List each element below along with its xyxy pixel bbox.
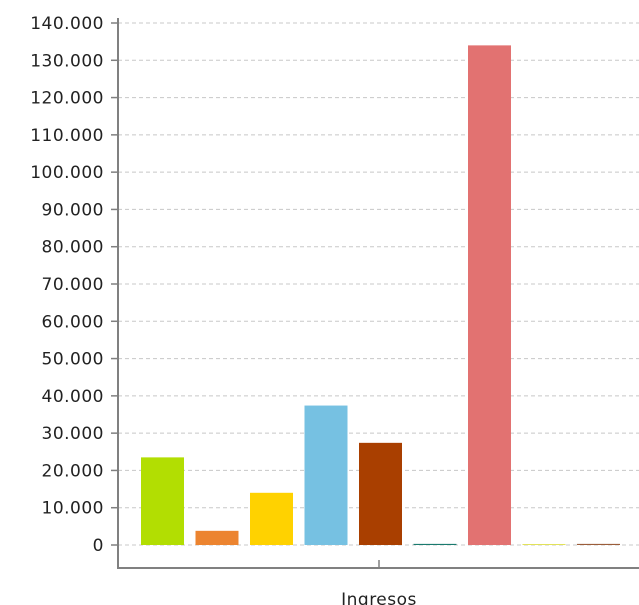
bar[interactable]	[413, 543, 457, 545]
label-layer: 0 10.000 20.000 30.000 40.000 50.000 60.000 70.…	[30, 14, 417, 605]
bar[interactable]	[141, 457, 184, 545]
y-tick-label: 10.000	[42, 499, 104, 519]
y-tick-label: 50.000	[42, 350, 104, 370]
bar[interactable]	[577, 543, 620, 545]
y-tick-label: 0	[93, 536, 104, 556]
y-tick-label: 90.000	[42, 200, 104, 220]
y-tick-label: 70.000	[42, 275, 104, 295]
bar[interactable]	[304, 405, 348, 545]
y-tick-label: 100.000	[30, 163, 104, 183]
y-tick-label: 30.000	[42, 424, 104, 444]
bar[interactable]	[468, 45, 511, 545]
bar[interactable]	[359, 442, 402, 545]
grid-layer	[118, 22, 639, 546]
y-tick-label: 20.000	[42, 461, 104, 481]
bar[interactable]	[522, 544, 566, 545]
x-category-label: Ingresos	[341, 590, 417, 605]
bar[interactable]	[250, 492, 293, 545]
axis-layer	[111, 18, 639, 569]
y-tick-label: 80.000	[42, 238, 104, 258]
y-tick-label: 40.000	[42, 387, 104, 407]
y-tick-label: 140.000	[30, 14, 104, 34]
y-tick-label: 120.000	[30, 89, 104, 109]
y-tick-label: 110.000	[30, 126, 104, 146]
y-tick-label: 60.000	[42, 312, 104, 332]
bar-layer	[141, 45, 620, 545]
y-tick-label: 130.000	[30, 51, 104, 71]
bar[interactable]	[195, 530, 239, 545]
